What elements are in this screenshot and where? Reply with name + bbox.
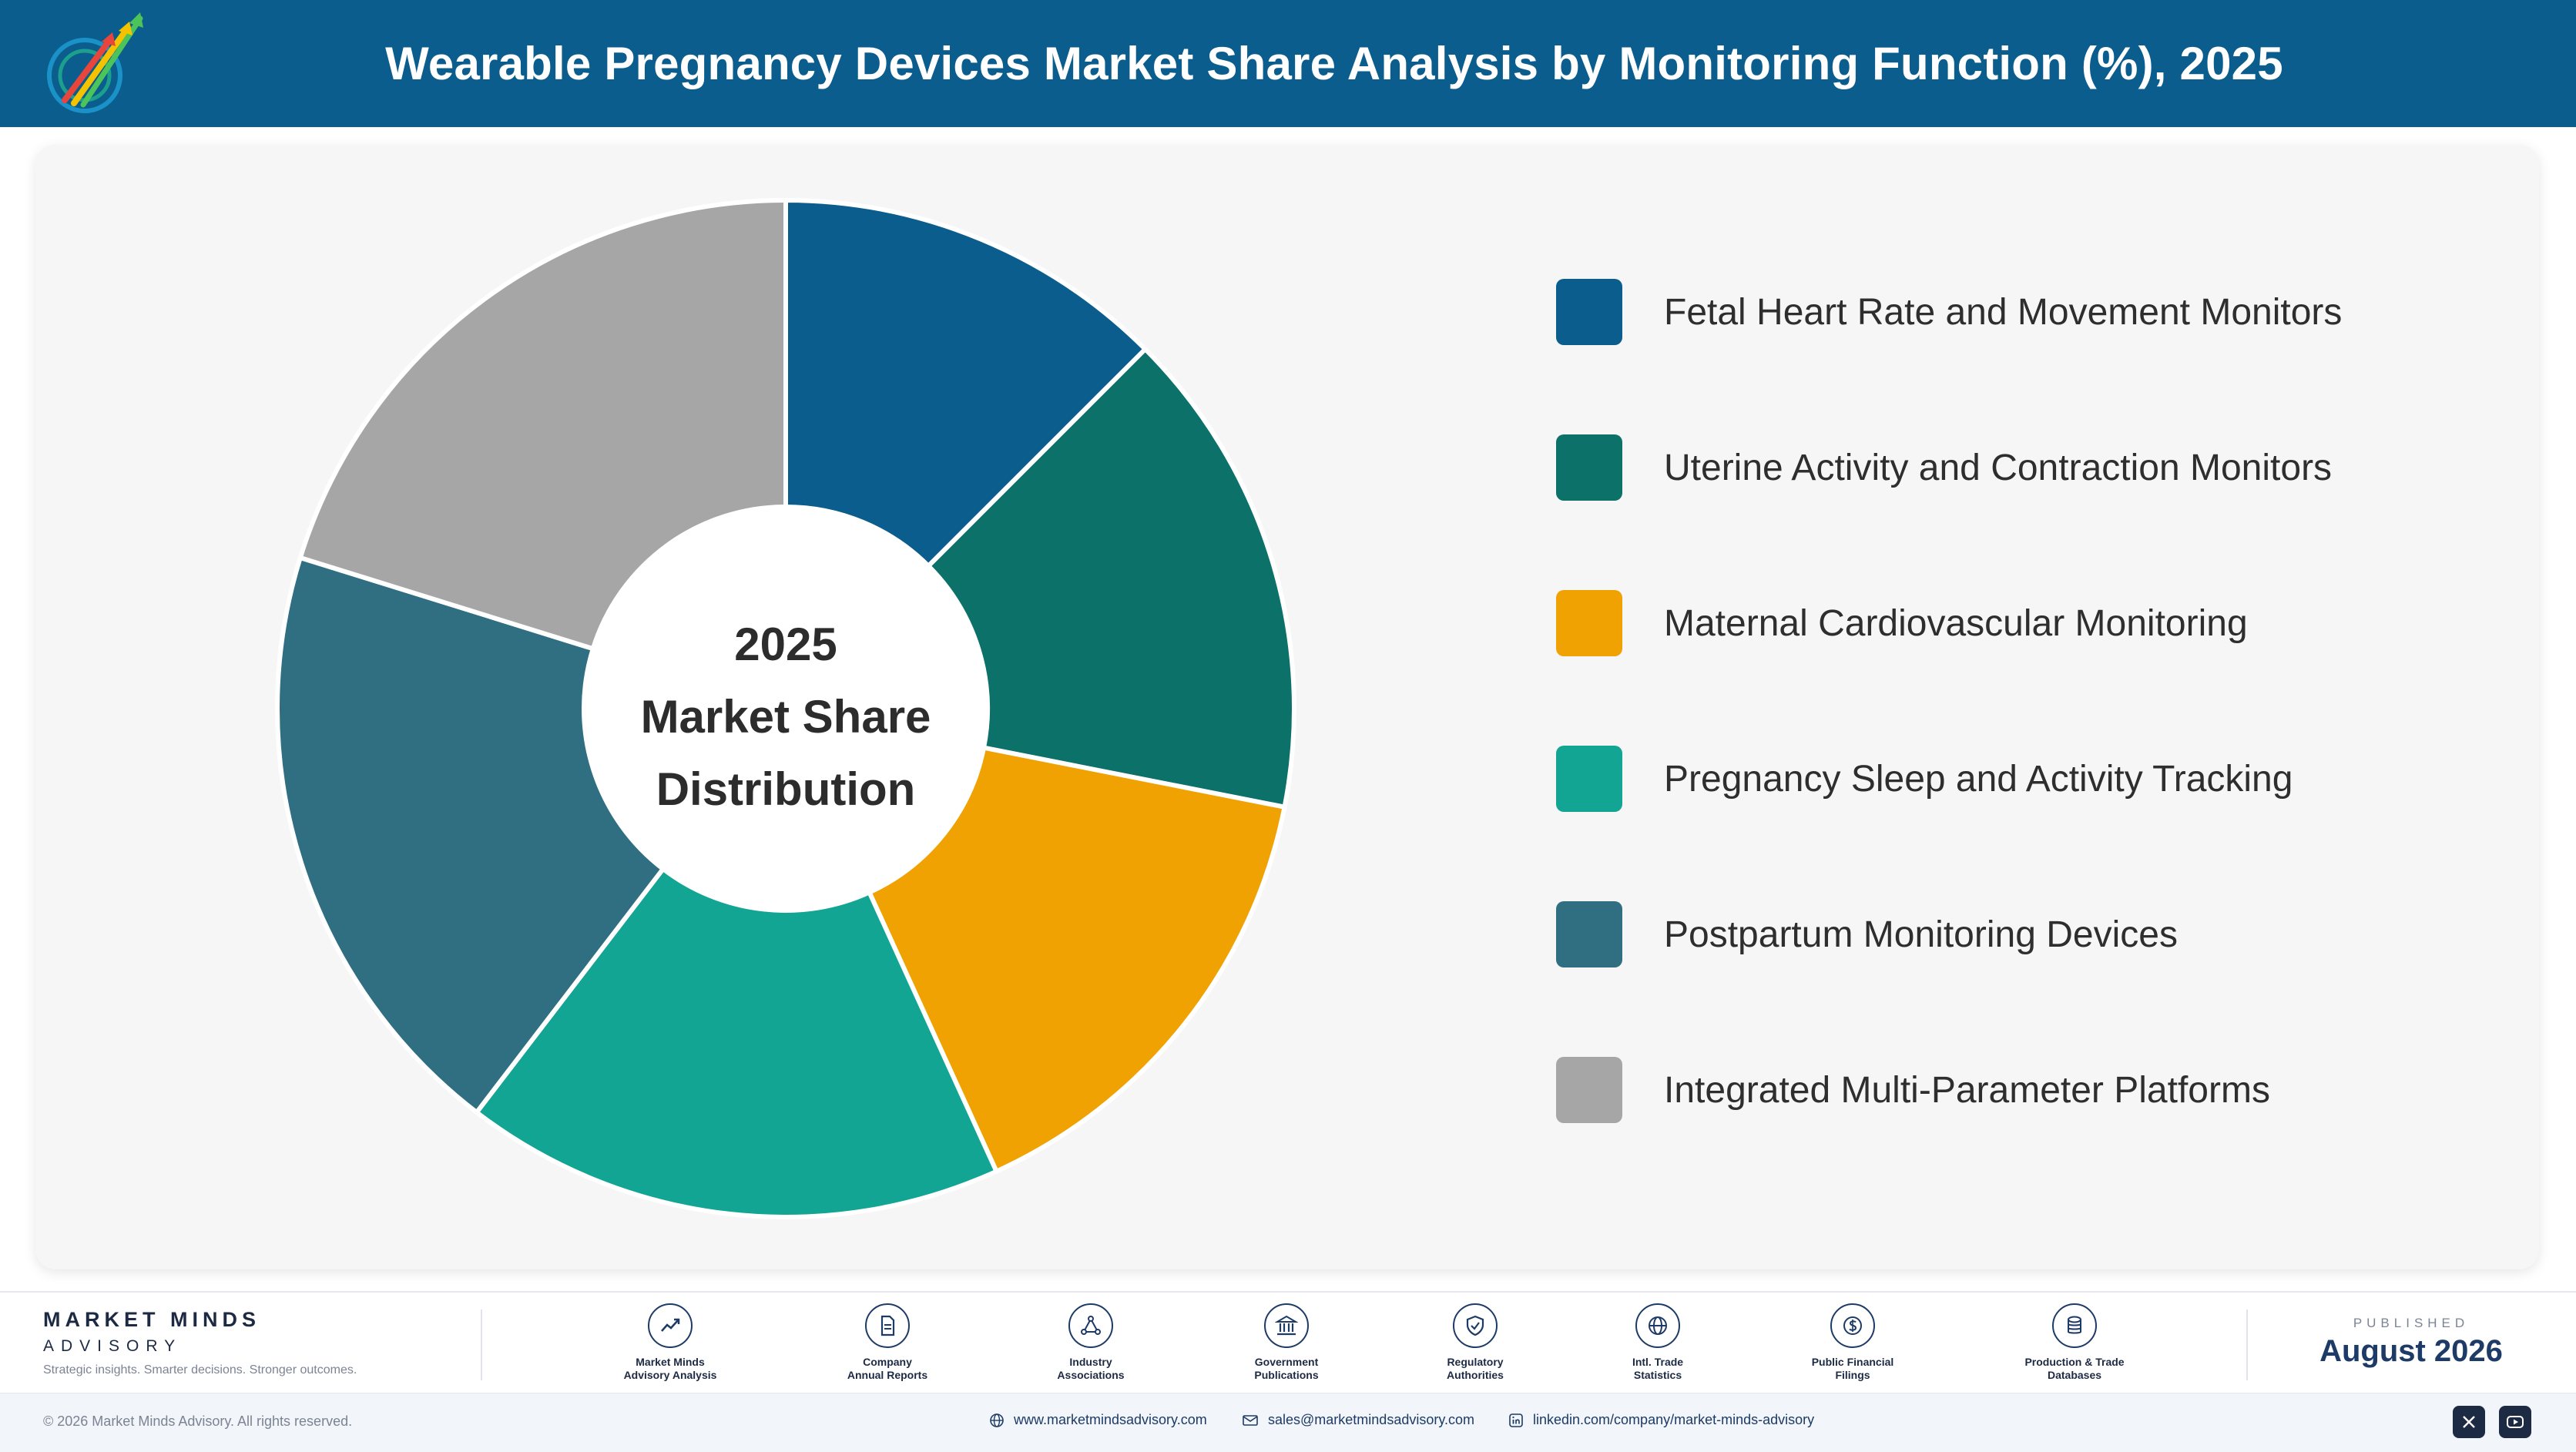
legend-item-integrated-platforms: Integrated Multi-Parameter Platforms: [1556, 1055, 2480, 1125]
pie-slice-4: [474, 867, 999, 1219]
legend-item-sleep-activity: Pregnancy Sleep and Activity Tracking: [1556, 744, 2480, 813]
center-label-line-year: 2025: [734, 619, 837, 670]
brand-name: MARKET MINDS: [43, 1308, 260, 1331]
legend-swatch: [1556, 434, 1622, 501]
source-item-government-publications: Government Publications: [1202, 1303, 1371, 1382]
footer-bottom-bar: © 2026 Market Minds Advisory. All rights…: [0, 1393, 2576, 1452]
linkedin-icon: [1509, 1413, 1523, 1427]
legend-label: Fetal Heart Rate and Movement Monitors: [1664, 291, 2343, 333]
source-label: Public Financial Filings: [1811, 1356, 1894, 1381]
published-label: PUBLISHED: [2353, 1316, 2470, 1330]
legend-swatch: [1556, 901, 1622, 967]
pie-slice-3: [867, 745, 1287, 1174]
legend-item-uterine-activity: Uterine Activity and Contraction Monitor…: [1556, 433, 2480, 502]
source-label: Production & Trade Databases: [2024, 1356, 2125, 1381]
copyright-text: © 2026 Market Minds Advisory. All rights…: [43, 1413, 353, 1429]
source-item-financial-filings: Public Financial Filings: [1768, 1303, 1937, 1382]
legend-item-postpartum: Postpartum Monitoring Devices: [1556, 900, 2480, 969]
globe-icon: [990, 1413, 1004, 1427]
brand-subtitle: ADVISORY: [43, 1337, 183, 1355]
dollar-coin-icon: [1830, 1303, 1875, 1348]
linkedin-text: linkedin.com/company/market-minds-adviso…: [1533, 1412, 1815, 1427]
linkedin-link[interactable]: linkedin.com/company/market-minds-adviso…: [1508, 1412, 1814, 1428]
donut-hole: [585, 508, 986, 909]
document-icon: [865, 1303, 910, 1348]
footer: MARKET MINDS ADVISORY Strategic insights…: [0, 1291, 2576, 1452]
source-label: Intl. Trade Statistics: [1632, 1356, 1684, 1381]
source-label: Market Minds Advisory Analysis: [623, 1356, 717, 1381]
legend-label: Integrated Multi-Parameter Platforms: [1664, 1069, 2270, 1111]
pie-slice-5: [275, 555, 666, 1115]
legend-swatch: [1556, 279, 1622, 345]
brand-tagline: Strategic insights. Smarter decisions. S…: [43, 1363, 357, 1377]
data-sources-list: Market Minds Advisory Analysis Company Ann…: [539, 1303, 2272, 1396]
source-item-annual-reports: Company Annual Reports: [803, 1303, 972, 1382]
legend-swatch: [1556, 1057, 1622, 1123]
database-icon: [2052, 1303, 2097, 1348]
shield-check-icon: [1453, 1303, 1498, 1348]
source-label: Company Annual Reports: [847, 1356, 928, 1381]
source-label: Industry Associations: [1057, 1356, 1125, 1381]
legend-item-fetal-heart-rate: Fetal Heart Rate and Movement Monitors: [1556, 277, 2480, 347]
pie-slice-2: [926, 347, 1296, 810]
mail-icon: [1243, 1414, 1258, 1426]
website-link[interactable]: www.marketmindsadvisory.com: [989, 1412, 1207, 1428]
trend-line-icon: [648, 1303, 693, 1348]
email-link[interactable]: sales@marketmindsadvisory.com: [1242, 1412, 1474, 1428]
website-text: www.marketmindsadvisory.com: [1014, 1412, 1207, 1427]
globe-icon: [1635, 1303, 1680, 1348]
source-item-industry-associations: Industry Associations: [1006, 1303, 1176, 1382]
donut-center-label: 2025 Market Share Distribution: [539, 609, 1032, 826]
email-text: sales@marketmindsadvisory.com: [1268, 1412, 1475, 1427]
center-label-line-market-share: Market Share: [640, 691, 931, 743]
legend-swatch: [1556, 746, 1622, 812]
source-label: Government Publications: [1254, 1356, 1319, 1381]
pie-slice-6: [297, 198, 788, 652]
pie-slice-1: [783, 198, 1148, 568]
rising-arrows-logo-icon: [47, 12, 143, 113]
legend-swatch: [1556, 590, 1622, 656]
legend-item-maternal-cardiovascular: Maternal Cardiovascular Monitoring: [1556, 589, 2480, 658]
published-date: August 2026: [2319, 1334, 2503, 1368]
source-item-regulatory-authorities: Regulatory Authorities: [1390, 1303, 1560, 1382]
header-bar: Wearable Pregnancy Devices Market Share …: [0, 0, 2576, 127]
source-item-trade-databases: Production & Trade Databases: [1990, 1303, 2159, 1382]
source-item-advisory-analysis: Market Minds Advisory Analysis: [585, 1303, 755, 1382]
source-label: Regulatory Authorities: [1447, 1356, 1504, 1381]
government-building-icon: [1264, 1303, 1309, 1348]
footer-divider: [481, 1309, 482, 1380]
network-icon: [1068, 1303, 1113, 1348]
center-label-line-distribution: Distribution: [656, 763, 916, 815]
legend-label: Maternal Cardiovascular Monitoring: [1664, 602, 2248, 644]
youtube-icon[interactable]: [2499, 1406, 2531, 1438]
footer-divider: [2246, 1309, 2248, 1380]
page-title: Wearable Pregnancy Devices Market Share …: [385, 38, 2283, 89]
legend-label: Uterine Activity and Contraction Monitor…: [1664, 447, 2333, 488]
source-item-trade-statistics: Intl. Trade Statistics: [1573, 1303, 1742, 1382]
legend-label: Pregnancy Sleep and Activity Tracking: [1664, 758, 2293, 800]
x-icon[interactable]: [2453, 1406, 2485, 1438]
legend-label: Postpartum Monitoring Devices: [1664, 914, 2178, 955]
